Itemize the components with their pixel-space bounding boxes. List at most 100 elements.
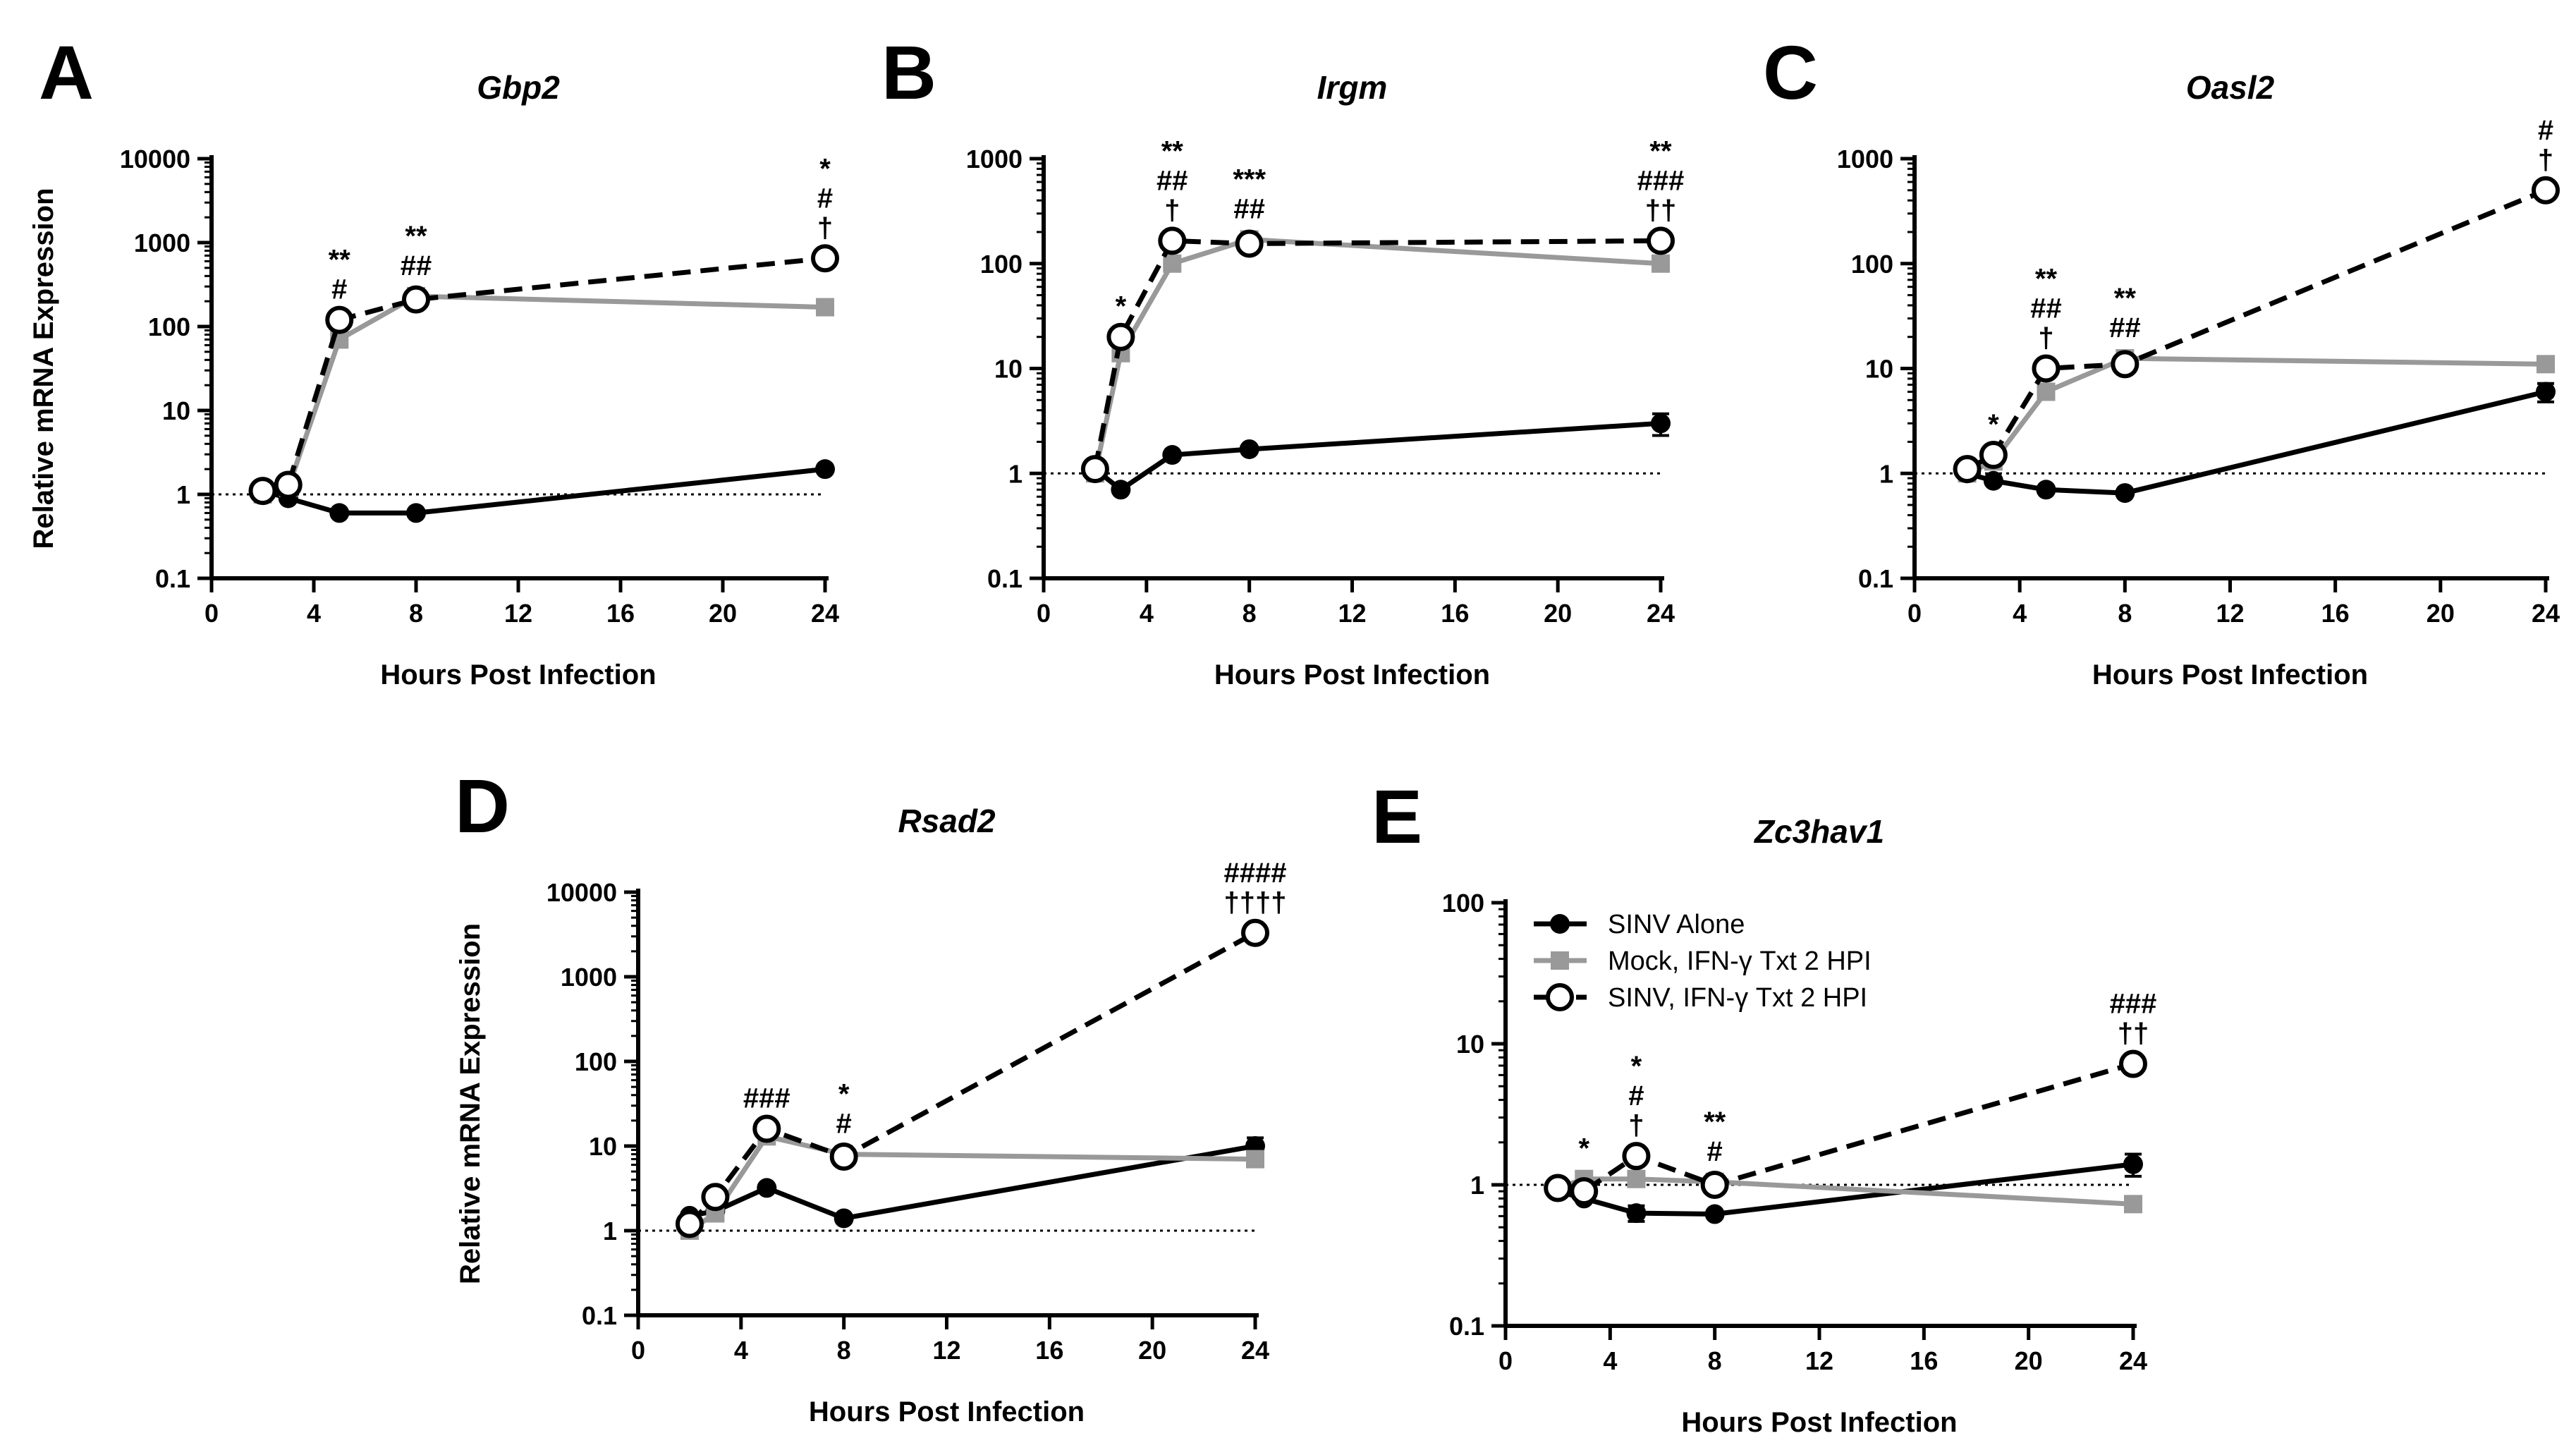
data-point bbox=[1163, 254, 1182, 273]
series-sinv-alone bbox=[679, 1136, 1265, 1229]
significance-annotation: ## bbox=[2109, 312, 2141, 343]
significance-annotation: ** bbox=[1704, 1107, 1726, 1138]
series-sinv-ifn-txt-2-hpi bbox=[1953, 176, 2560, 484]
data-point bbox=[811, 244, 839, 273]
x-tick-label: 20 bbox=[1138, 1336, 1166, 1365]
significance-annotation: ** bbox=[2035, 264, 2058, 295]
chart-title: Gbp2 bbox=[477, 69, 560, 106]
x-tick-label: 20 bbox=[2015, 1346, 2043, 1375]
y-tick-label: 1000 bbox=[1837, 145, 1893, 173]
data-point bbox=[2532, 176, 2560, 205]
panel-d: D Rsad2 0.1 1 10 100 1000 10000 0 4 8 12 16 20 24 Hours… bbox=[455, 763, 1286, 1427]
x-tick-label: 4 bbox=[734, 1336, 748, 1365]
data-point bbox=[2536, 382, 2556, 402]
x-tick-label: 4 bbox=[1603, 1346, 1617, 1375]
significance-annotation: # bbox=[1707, 1136, 1723, 1167]
y-tick-label: 0.1 bbox=[155, 564, 190, 593]
y-tick-label: 100 bbox=[980, 250, 1023, 279]
chart-title: Rsad2 bbox=[898, 803, 995, 839]
significance-annotation: †† bbox=[2118, 1018, 2149, 1049]
significance-annotation: * bbox=[1631, 1051, 1642, 1082]
legend-label: SINV, IFN-γ Txt 2 HPI bbox=[1608, 983, 1867, 1013]
y-axis-title: Relative mRNA Expression bbox=[455, 923, 486, 1284]
x-tick-label: 24 bbox=[2119, 1346, 2147, 1375]
panel-a: A Gbp2 0.1 1 10 100 1000 10000 0 4 8 12 16 20 24 Hours … bbox=[28, 30, 839, 690]
x-axis-title: Hours Post Infection bbox=[1681, 1407, 1957, 1438]
data-point bbox=[1080, 455, 1109, 484]
y-tick-label: 0.1 bbox=[987, 564, 1023, 593]
series-sinv-ifn-txt-2-hpi bbox=[1080, 226, 1675, 484]
chart-title: Zc3hav1 bbox=[1753, 813, 1884, 850]
x-tick-label: 20 bbox=[1544, 599, 1572, 628]
data-point bbox=[1700, 1171, 1729, 1199]
legend-marker bbox=[1551, 951, 1569, 970]
legend-label: Mock, IFN-γ Txt 2 HPI bbox=[1608, 946, 1872, 976]
x-axis-title: Hours Post Infection bbox=[1214, 659, 1490, 690]
data-point bbox=[2111, 350, 2139, 379]
data-point bbox=[834, 1208, 854, 1229]
x-tick-label: 12 bbox=[504, 599, 532, 628]
y-tick-label: 100 bbox=[1851, 250, 1893, 279]
legend-item-sinv-ifn-txt-2-hpi: SINV, IFN-γ Txt 2 HPI bbox=[1534, 983, 1867, 1013]
chart-title: Irgm bbox=[1317, 69, 1388, 106]
x-tick-label: 8 bbox=[1243, 599, 1257, 628]
series-sinv-ifn-txt-2-hpi bbox=[675, 918, 1269, 1238]
data-point bbox=[1647, 226, 1675, 255]
y-tick-label: 1 bbox=[1470, 1171, 1484, 1200]
x-tick-label: 8 bbox=[2118, 599, 2132, 628]
data-point bbox=[2036, 480, 2056, 500]
data-point bbox=[329, 503, 350, 523]
x-tick-label: 8 bbox=[1708, 1346, 1722, 1375]
y-tick-label: 10000 bbox=[547, 878, 617, 907]
x-tick-label: 12 bbox=[1338, 599, 1366, 628]
data-point bbox=[1246, 1150, 1264, 1169]
data-point bbox=[1953, 455, 1982, 484]
data-point bbox=[1235, 229, 1264, 258]
y-tick-label: 10000 bbox=[120, 145, 190, 173]
significance-annotation: # bbox=[836, 1109, 852, 1140]
series-sinv-alone bbox=[1085, 412, 1671, 500]
data-point bbox=[752, 1114, 781, 1143]
data-point bbox=[1241, 918, 1269, 947]
data-point bbox=[829, 1142, 858, 1171]
y-axis-title: Relative mRNA Expression bbox=[28, 188, 59, 549]
significance-annotation: # bbox=[331, 274, 347, 305]
y-tick-label: 0.1 bbox=[1449, 1312, 1484, 1341]
y-tick-label: 100 bbox=[148, 312, 190, 341]
y-tick-label: 100 bbox=[1442, 889, 1484, 918]
significance-annotation: * bbox=[838, 1079, 850, 1110]
panel-c: C Oasl2 0.1 1 10 100 1000 0 4 8 12 16 20 24 Hours Post… bbox=[1763, 30, 2560, 690]
significance-annotation: ## bbox=[1156, 165, 1188, 196]
panel-letter: A bbox=[39, 30, 94, 115]
panel-e: E Zc3hav1 0.1 1 10 100 0 4 8 12 16 20 24 Hours Post I… bbox=[1372, 774, 2156, 1438]
data-point bbox=[1651, 413, 1671, 434]
significance-annotation: * bbox=[819, 153, 831, 184]
legend-label: SINV Alone bbox=[1608, 910, 1745, 939]
data-point bbox=[1570, 1177, 1599, 1206]
x-tick-label: 24 bbox=[811, 599, 839, 628]
x-tick-label: 12 bbox=[932, 1336, 960, 1365]
y-tick-label: 100 bbox=[575, 1047, 617, 1076]
x-tick-label: 24 bbox=[2532, 599, 2560, 628]
series-line bbox=[262, 466, 826, 516]
x-tick-label: 4 bbox=[2013, 599, 2027, 628]
x-tick-label: 4 bbox=[1140, 599, 1154, 628]
x-tick-label: 24 bbox=[1241, 1336, 1269, 1365]
x-axis-title: Hours Post Infection bbox=[809, 1396, 1085, 1427]
data-point bbox=[2037, 382, 2056, 401]
significance-annotation: †† bbox=[1645, 195, 1677, 226]
y-tick-label: 10 bbox=[162, 396, 190, 425]
significance-annotation: † bbox=[2538, 145, 2553, 176]
data-point bbox=[1979, 441, 2008, 470]
data-point bbox=[2115, 483, 2135, 504]
data-point bbox=[248, 477, 277, 506]
data-point bbox=[1622, 1142, 1651, 1171]
x-tick-label: 16 bbox=[1910, 1346, 1938, 1375]
x-tick-label: 16 bbox=[606, 599, 635, 628]
y-tick-label: 1 bbox=[1008, 459, 1023, 488]
panel-letter: C bbox=[1763, 30, 1818, 115]
data-point bbox=[815, 459, 835, 480]
panel-letter: D bbox=[455, 763, 510, 848]
data-point bbox=[1626, 1203, 1647, 1224]
significance-annotation: ## bbox=[401, 250, 432, 281]
